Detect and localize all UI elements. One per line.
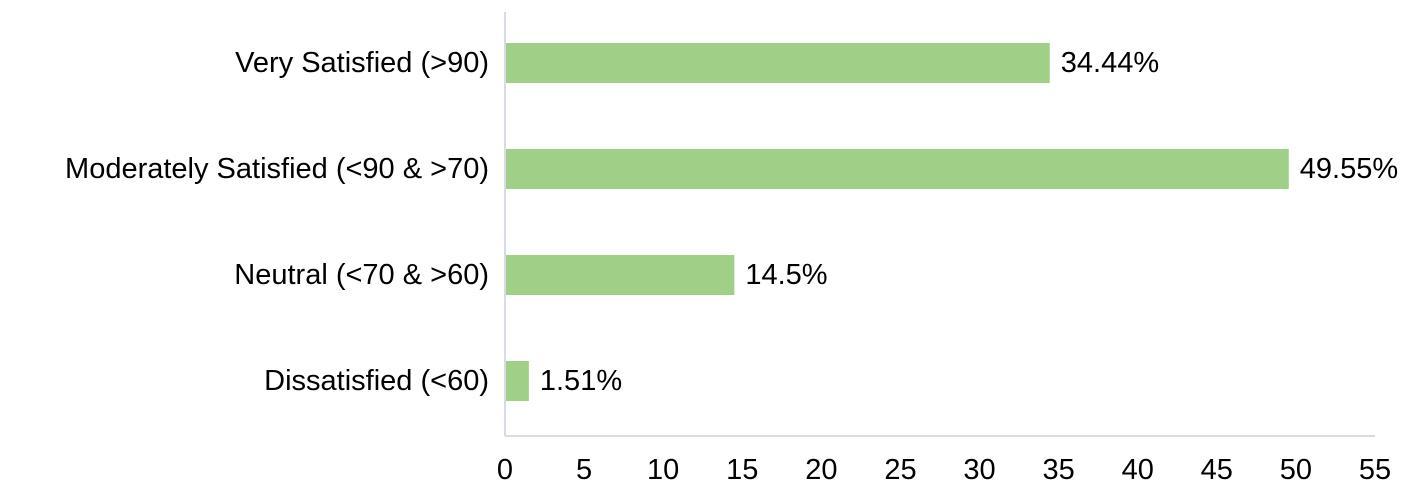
x-tick-label: 25 <box>884 454 916 486</box>
data-label: 1.51% <box>540 365 622 397</box>
category-label: Neutral (<70 & >60) <box>234 259 489 291</box>
data-label: 34.44% <box>1061 47 1159 79</box>
x-tick-label: 15 <box>726 454 758 486</box>
x-tick-label: 35 <box>1043 454 1075 486</box>
x-tick-label: 20 <box>805 454 837 486</box>
x-tick-label: 30 <box>963 454 995 486</box>
x-tick-label: 5 <box>576 454 592 486</box>
category-label: Dissatisfied (<60) <box>264 365 489 397</box>
data-label: 49.55% <box>1300 153 1398 185</box>
data-label: 14.5% <box>745 259 827 291</box>
labels-layer: 34.44% Very Satisfied (>90) 49.55% Moderate… <box>65 47 1398 486</box>
category-label: Very Satisfied (>90) <box>235 47 489 79</box>
x-tick-label: 45 <box>1201 454 1233 486</box>
category-label: Moderately Satisfied (<90 & >70) <box>65 153 489 185</box>
x-tick-label: 10 <box>647 454 679 486</box>
bar <box>506 361 529 401</box>
x-tick-label: 40 <box>1122 454 1154 486</box>
bar <box>506 149 1289 189</box>
x-tick-label: 55 <box>1359 454 1391 486</box>
x-tick-label: 0 <box>497 454 513 486</box>
x-tick-label: 50 <box>1280 454 1312 486</box>
bars-layer <box>506 43 1289 401</box>
bar <box>506 43 1050 83</box>
axes-layer <box>504 12 1375 437</box>
bar <box>506 255 735 295</box>
